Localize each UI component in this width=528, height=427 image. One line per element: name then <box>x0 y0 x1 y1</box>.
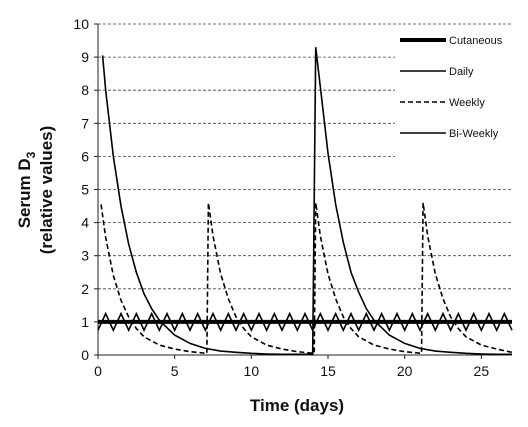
x-axis-title: Time (days) <box>250 396 344 415</box>
legend-label-bi-weekly: Bi-Weekly <box>449 128 499 140</box>
legend-background <box>395 30 515 158</box>
x-tick-label-15: 15 <box>320 363 336 379</box>
series-line-daily <box>97 311 513 333</box>
y-tick-label-1: 1 <box>81 314 89 330</box>
legend-label-daily: Daily <box>449 66 474 78</box>
y-tick-label-0: 0 <box>81 347 89 363</box>
series-line-bi-weekly <box>101 47 512 356</box>
y-tick-label-6: 6 <box>81 148 89 164</box>
y-tick-label-7: 7 <box>81 115 89 131</box>
legend-label-cutaneous: Cutaneous <box>449 35 503 47</box>
legend: Cutaneous Daily Weekly Bi-Weekly <box>395 30 515 158</box>
x-tick-label-5: 5 <box>171 363 179 379</box>
series-lines <box>97 47 513 356</box>
x-tick-label-0: 0 <box>94 363 102 379</box>
tick-labels: 0 1 2 3 4 5 6 7 8 9 10 0 5 10 15 20 25 <box>73 16 489 379</box>
y-tick-label-9: 9 <box>81 49 89 65</box>
legend-label-weekly: Weekly <box>449 97 485 109</box>
y-tick-label-4: 4 <box>81 215 89 231</box>
y-tick-label-8: 8 <box>81 82 89 98</box>
y-axis-title-line2: (relative values) <box>37 126 56 255</box>
x-tick-label-20: 20 <box>397 363 413 379</box>
y-tick-label-5: 5 <box>81 182 89 198</box>
x-tick-label-10: 10 <box>244 363 260 379</box>
y-tick-label-2: 2 <box>81 281 89 297</box>
y-axis-title-line1: Serum D3 <box>15 151 38 228</box>
y-tick-label-3: 3 <box>81 248 89 264</box>
x-tick-label-25: 25 <box>474 363 490 379</box>
y-tick-label-10: 10 <box>73 16 89 32</box>
